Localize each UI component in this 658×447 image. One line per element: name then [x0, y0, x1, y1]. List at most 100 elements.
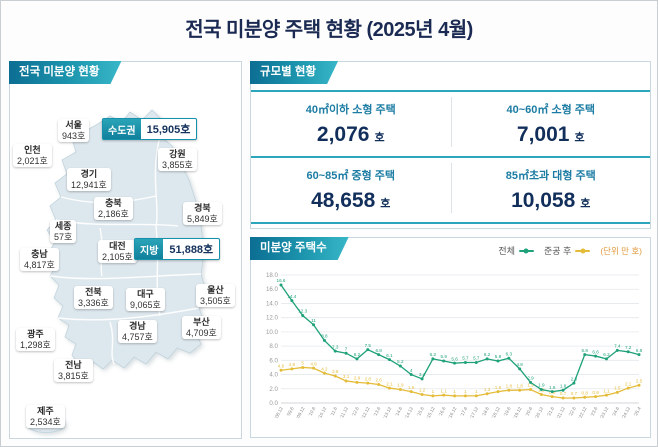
svg-text:7.2: 7.2: [625, 345, 632, 350]
svg-text:2.9: 2.9: [527, 376, 534, 381]
svg-text:6.1: 6.1: [386, 353, 393, 358]
svg-text:'19.6: '19.6: [503, 406, 512, 417]
scale-panel: 규모별 현황 40㎡이하 소형 주택 2,076 호 40~60㎡ 소형 주택 7…: [250, 61, 651, 229]
svg-text:'12.12: '12.12: [360, 406, 370, 420]
region-name: 제주: [37, 406, 54, 416]
svg-text:'11.12: '11.12: [339, 406, 349, 419]
svg-text:'24.6: '24.6: [611, 406, 620, 417]
svg-text:5: 5: [301, 361, 304, 366]
region-value: 943호: [62, 130, 86, 141]
map-region-gyeongnam: 경남 4,757호: [118, 320, 157, 344]
svg-text:5.7: 5.7: [473, 356, 480, 361]
map-region-ulsan: 울산 3,505호: [196, 284, 235, 308]
region-name: 경북: [194, 203, 211, 213]
scale-cell-over85: 85㎡초과 대형 주택 10,058 호: [450, 163, 651, 213]
scale-table: 40㎡이하 소형 주택 2,076 호 40~60㎡ 소형 주택 7,001 호 6…: [251, 90, 650, 224]
map-region-gwangju: 광주 1,298호: [16, 328, 55, 352]
scale-cell-value: 48,658 호: [311, 189, 391, 212]
scale-panel-header: 규모별 현황: [250, 61, 338, 84]
legend-item-total: 전체: [498, 244, 534, 257]
svg-text:1: 1: [475, 389, 478, 394]
svg-text:6.6: 6.6: [592, 349, 599, 354]
svg-text:2.8: 2.8: [365, 376, 372, 381]
region-value: 5,849호: [187, 213, 218, 224]
svg-text:1.9: 1.9: [538, 383, 545, 388]
svg-text:6.2: 6.2: [430, 352, 437, 357]
map-region-jeonbuk: 전북 3,336호: [74, 286, 113, 310]
region-value: 3,505호: [200, 295, 231, 306]
svg-text:'22.12: '22.12: [577, 406, 587, 420]
region-name: 강원: [169, 149, 186, 159]
scale-cell-value: 7,001 호: [516, 123, 585, 146]
svg-text:0.8: 0.8: [582, 391, 589, 396]
svg-text:1.1: 1.1: [441, 388, 448, 393]
svg-text:5.9: 5.9: [441, 354, 448, 359]
legend-completed-label: 준공 후: [543, 246, 572, 256]
region-name: 충남: [31, 249, 48, 259]
page-title: 전국 미분양 주택 현황 (2025년 4월): [185, 19, 473, 41]
svg-text:'18.6: '18.6: [481, 406, 490, 417]
region-name: 세종: [54, 221, 72, 231]
map-region-daegu: 대구 9,065호: [126, 288, 165, 312]
map-region-busan: 부산 4,709호: [182, 316, 221, 340]
map-region-jeju: 제주 2,534호: [26, 405, 65, 429]
svg-text:0.7: 0.7: [571, 391, 578, 396]
scale-cell-label: 40㎡이하 소형 주택: [305, 104, 396, 116]
jibang-summary: 지방 51,888호: [134, 238, 221, 260]
region-value: 9,065호: [130, 299, 161, 310]
svg-text:0.9: 0.9: [592, 390, 599, 395]
svg-text:2.1: 2.1: [386, 381, 393, 386]
svg-text:'18.12: '18.12: [491, 406, 501, 420]
chart-panel-header: 미분양 주택수: [250, 237, 349, 260]
svg-text:16.0: 16.0: [266, 286, 279, 293]
svg-text:7.4: 7.4: [614, 344, 621, 349]
svg-text:4.0: 4.0: [269, 372, 278, 379]
map-panel: 전국 미분양 현황 서울 943호 수도권 15,905호 인천: [9, 61, 242, 439]
map-region-gyeongbuk: 경북 5,849호: [183, 202, 222, 226]
svg-text:'15.6: '15.6: [416, 406, 425, 417]
map-region-sejong: 세종 57호: [50, 220, 77, 244]
region-value: 4,757호: [122, 331, 153, 342]
region-name: 전남: [65, 360, 82, 370]
scale-cell-label: 40~60㎡ 소형 주택: [506, 104, 596, 116]
svg-text:'22.6: '22.6: [568, 406, 577, 417]
scale-cell-label: 60~85㎡ 중형 주택: [306, 170, 396, 182]
scale-cell-60to85: 60~85㎡ 중형 주택 48,658 호: [251, 163, 451, 213]
svg-text:'10.6: '10.6: [307, 406, 316, 417]
region-name: 인천: [24, 145, 41, 155]
svg-text:7.5: 7.5: [365, 343, 372, 348]
scale-cell-40to60: 40~60㎡ 소형 주택 7,001 호: [450, 97, 651, 147]
svg-text:3.1: 3.1: [343, 374, 350, 379]
svg-text:5.7: 5.7: [462, 356, 469, 361]
sudogwon-label: 수도권: [103, 119, 141, 139]
jibang-label: 지방: [135, 239, 164, 259]
svg-text:'14.12: '14.12: [404, 406, 414, 420]
svg-text:1.1: 1.1: [603, 388, 610, 393]
svg-text:5.2: 5.2: [397, 359, 404, 364]
map-region-jeonnam: 전남 3,815호: [54, 359, 93, 383]
chart-legend: 전체 준공 후 (단위 만 호): [498, 244, 642, 257]
svg-text:6.0: 6.0: [269, 357, 278, 364]
svg-text:'21.6: '21.6: [546, 406, 555, 417]
svg-text:'09.6: '09.6: [286, 406, 295, 417]
svg-text:7: 7: [345, 346, 348, 351]
jibang-value: 51,888호: [169, 244, 214, 256]
svg-text:8.8: 8.8: [321, 334, 328, 339]
svg-text:1.9: 1.9: [397, 383, 404, 388]
svg-text:2.0: 2.0: [269, 386, 278, 393]
region-name: 경기: [80, 169, 98, 179]
map-region-gyeonggi: 경기 12,941호: [67, 168, 111, 192]
svg-text:3.8: 3.8: [332, 369, 339, 374]
scale-cell-value: 10,058 호: [511, 189, 591, 212]
svg-text:16.6: 16.6: [277, 278, 286, 283]
svg-text:'15.12: '15.12: [426, 406, 436, 420]
unsold-housing-line-chart: 0.0 2.0 4.0 6.0 8.0 10.0 12.0 14.0 16.0 18.0 '08.1…: [266, 272, 643, 420]
map-region-incheon: 인천 2,021호: [13, 144, 52, 168]
svg-text:1.8: 1.8: [506, 383, 513, 388]
svg-text:0.0: 0.0: [269, 400, 278, 407]
map-panel-header: 전국 미분양 현황: [9, 61, 121, 84]
region-value: 2,105호: [102, 251, 133, 262]
svg-text:1.9: 1.9: [527, 383, 534, 388]
svg-text:4.6: 4.6: [278, 363, 285, 368]
